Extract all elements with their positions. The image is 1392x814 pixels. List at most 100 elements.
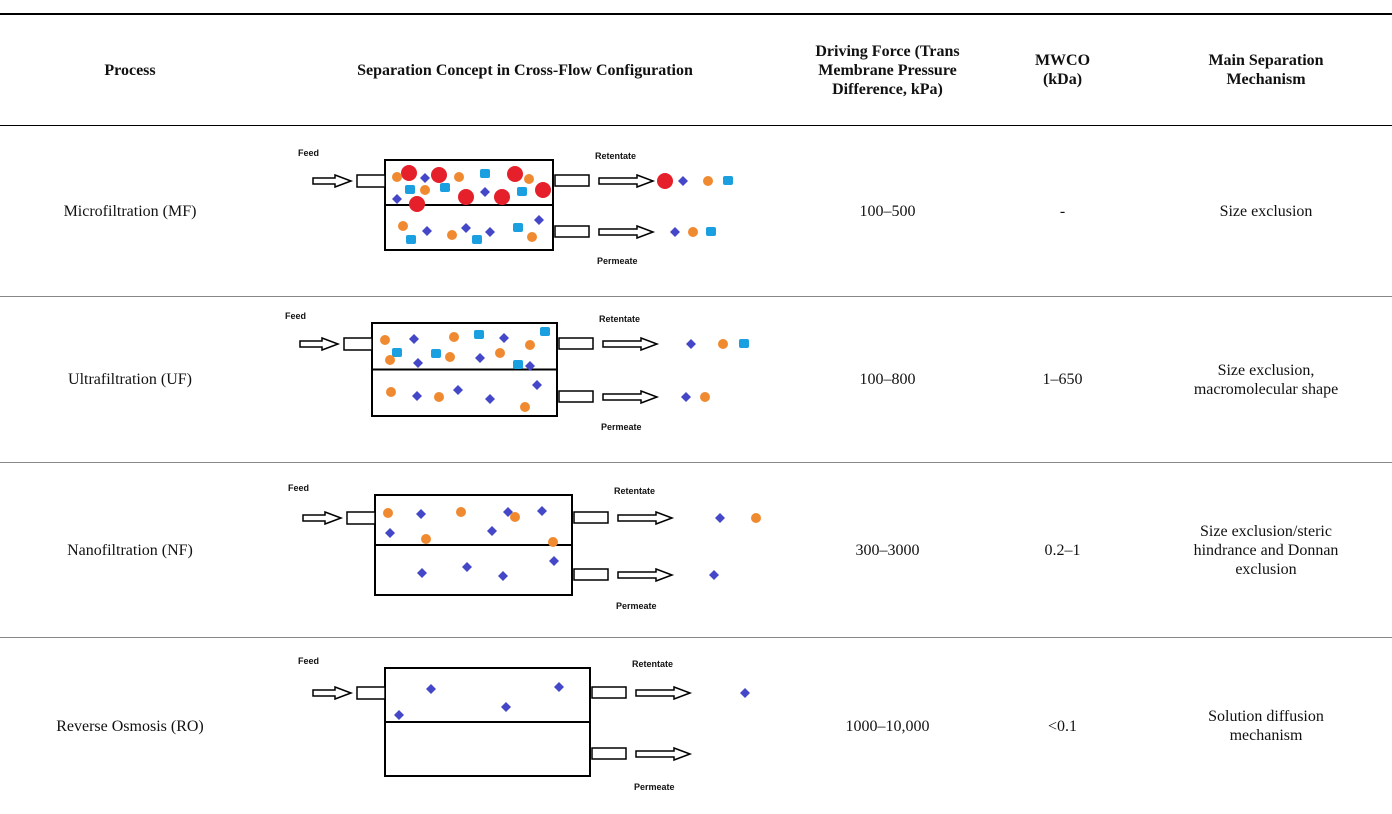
particle-ion [670,227,680,237]
header-cell: Separation Concept in Cross-Flow Configu… [260,15,790,125]
outlet [559,338,593,349]
particle-small [513,360,523,369]
particle-large [458,189,474,205]
particle-medium [510,512,520,522]
flow-arrow [636,748,690,760]
particle-small [517,187,527,196]
permeate-label: Permeate [601,422,642,432]
particle-medium [520,402,530,412]
particle-medium [421,534,431,544]
particle-ion [678,176,688,186]
particle-large [657,173,673,189]
particle-large [507,166,523,182]
flow-arrow [313,175,351,187]
cell-text: Size exclusion [1220,202,1313,221]
particle-small [472,235,482,244]
particle-ion [686,339,696,349]
flow-arrow [636,687,690,699]
flow-arrow [599,175,653,187]
flow-arrow [618,512,672,524]
cell-text: 100–500 [860,202,916,221]
driving-force-cell: 100–500 [790,126,985,296]
inlet [347,512,375,524]
particle-medium [420,185,430,195]
particle-medium [386,387,396,397]
cell-text: 300–3000 [856,541,920,560]
particle-medium [524,174,534,184]
particle-small [392,348,402,357]
particle-small [474,330,484,339]
mechanism-cell: Size exclusion [1140,126,1392,296]
flow-arrow [313,687,351,699]
particle-medium [392,172,402,182]
particle-medium [718,339,728,349]
retentate-label: Retentate [614,486,655,496]
cell-text: 1000–10,000 [846,717,930,736]
particle-medium [434,392,444,402]
cell-text: Solution diffusion mechanism [1172,707,1360,745]
particle-large [409,196,425,212]
mechanism-cell: Size exclusion, macromolecular shape [1140,297,1392,462]
particle-medium [456,507,466,517]
feed-label: Feed [288,483,309,493]
cell-text: Nanofiltration (NF) [67,541,193,560]
header-cell: MWCO (kDa) [985,15,1140,125]
mwco-cell: <0.1 [985,638,1140,814]
inlet [357,687,385,699]
inlet [344,338,372,350]
cell-text: Process [104,61,155,80]
cell-text: 100–800 [860,370,916,389]
retentate-label: Retentate [599,314,640,324]
particle-medium [383,508,393,518]
outlet [559,391,593,402]
cell-text: Size exclusion, macromolecular shape [1172,361,1360,399]
particle-medium [688,227,698,237]
particle-small [540,327,550,336]
particle-large [535,182,551,198]
cell-text: Reverse Osmosis (RO) [56,717,204,736]
outlet [574,569,608,580]
mwco-cell: 1–650 [985,297,1140,462]
particle-small [723,176,733,185]
particle-ion [681,392,691,402]
cell-text: 0.2–1 [1045,541,1081,560]
particle-small [513,223,523,232]
driving-force-cell: 1000–10,000 [790,638,985,814]
cell-text: Separation Concept in Cross-Flow Configu… [357,61,693,80]
particle-medium [495,348,505,358]
inlet [357,175,385,187]
mwco-cell: - [985,126,1140,296]
particle-small [405,185,415,194]
permeate-label: Permeate [616,601,657,611]
driving-force-cell: 100–800 [790,297,985,462]
particle-small [406,235,416,244]
header-cell: Process [0,15,260,125]
particle-medium [380,335,390,345]
process-cell: Nanofiltration (NF) [0,463,260,637]
header-cell: Driving Force (Trans Membrane Pressure D… [790,15,985,125]
feed-label: Feed [298,656,319,666]
particle-small [706,227,716,236]
outlet [592,748,626,759]
particle-small [739,339,749,348]
feed-label: Feed [285,311,306,321]
cell-text: - [1060,202,1065,221]
particle-ion [715,513,725,523]
cell-text: Ultrafiltration (UF) [68,370,192,389]
retentate-label: Retentate [632,659,673,669]
process-cell: Microfiltration (MF) [0,126,260,296]
cell-text: Microfiltration (MF) [64,202,197,221]
particle-medium [385,355,395,365]
particle-medium [751,513,761,523]
feed-label: Feed [298,148,319,158]
particle-large [431,167,447,183]
permeate-label: Permeate [597,256,638,266]
flow-arrow [603,338,657,350]
outlet [555,175,589,186]
outlet [574,512,608,523]
mwco-cell: 0.2–1 [985,463,1140,637]
cell-text: Driving Force (Trans Membrane Pressure D… [813,42,963,99]
flow-arrow [599,226,653,238]
mechanism-cell: Size exclusion/steric hindrance and Donn… [1140,463,1392,637]
particle-medium [454,172,464,182]
